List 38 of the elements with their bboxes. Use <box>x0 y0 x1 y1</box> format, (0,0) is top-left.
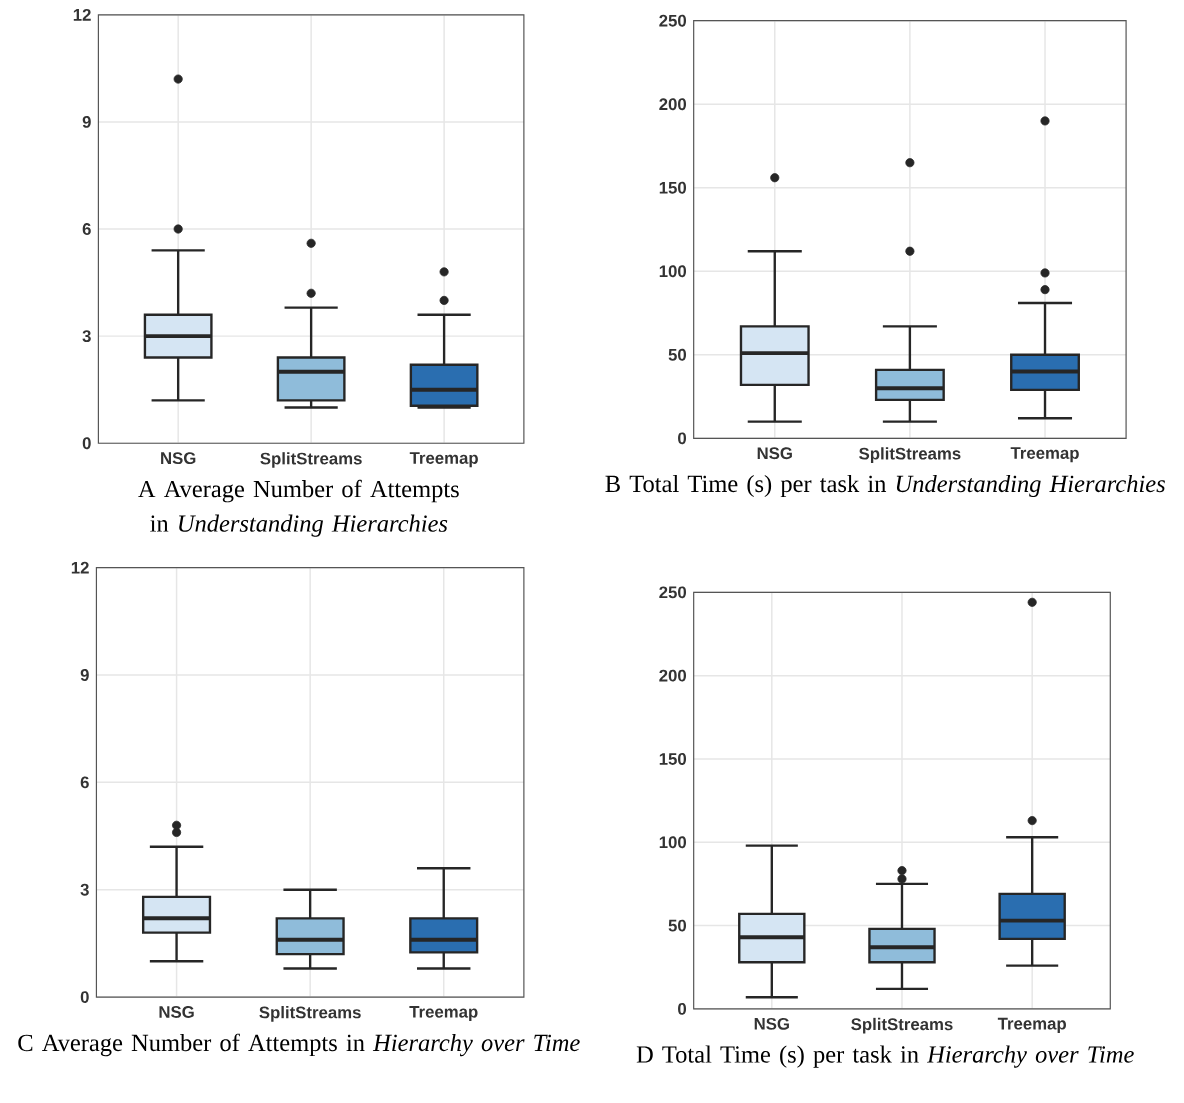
y-tick-label: 12 <box>71 561 89 574</box>
y-tick-label: 200 <box>659 669 687 682</box>
y-tick-label: 0 <box>80 991 89 1004</box>
x-tick-label: NSG <box>161 452 196 465</box>
y-tick-label: 250 <box>659 586 687 599</box>
x-tick-label: Treemap <box>409 452 478 468</box>
x-tick-label: SplitStreams <box>859 447 961 464</box>
y-tick-label: 50 <box>668 919 687 932</box>
y-tick-label: 3 <box>80 883 89 896</box>
x-tick-label: Treemap <box>1010 447 1079 463</box>
y-tick-label: 100 <box>659 836 687 849</box>
y-tick-label: 6 <box>82 223 91 236</box>
text: B Total Time (s) per task in Understanding Hierarchies <box>605 475 1165 498</box>
x-tick-label: SplitStreams <box>260 452 362 468</box>
x-tick-label: Treemap <box>997 1018 1066 1034</box>
y-tick-label: 100 <box>659 265 687 278</box>
x-tick-label: NSG <box>159 1006 194 1019</box>
y-tick-label: 6 <box>80 776 89 789</box>
x-tick-label: SplitStreams <box>259 1006 361 1022</box>
y-tick-label: 150 <box>659 181 687 194</box>
x-tick-label: Treemap <box>409 1006 478 1022</box>
text: A Average Number of Attempts in Understanding Hierarchies <box>138 479 459 537</box>
y-tick-label: 0 <box>678 1003 687 1015</box>
y-tick-label: 150 <box>659 753 687 766</box>
y-tick-label: 200 <box>659 98 687 111</box>
x-tick-label: SplitStreams <box>851 1018 953 1034</box>
y-tick-label: 3 <box>82 330 91 343</box>
y-tick-label: 12 <box>73 9 91 21</box>
text: C Average Number of Attempts in Hierarchy over Time <box>18 1033 580 1057</box>
x-tick-label: NSG <box>757 447 792 460</box>
y-tick-label: 50 <box>668 349 687 361</box>
y-tick-label: 0 <box>678 432 687 445</box>
text: D Total Time (s) per task in Hierarchy over Time <box>636 1045 1134 1068</box>
y-tick-label: 250 <box>659 14 687 27</box>
y-tick-label: 9 <box>80 669 89 682</box>
y-tick-label: 9 <box>82 116 91 128</box>
y-tick-label: 0 <box>82 437 91 450</box>
x-tick-label: NSG <box>754 1018 789 1030</box>
